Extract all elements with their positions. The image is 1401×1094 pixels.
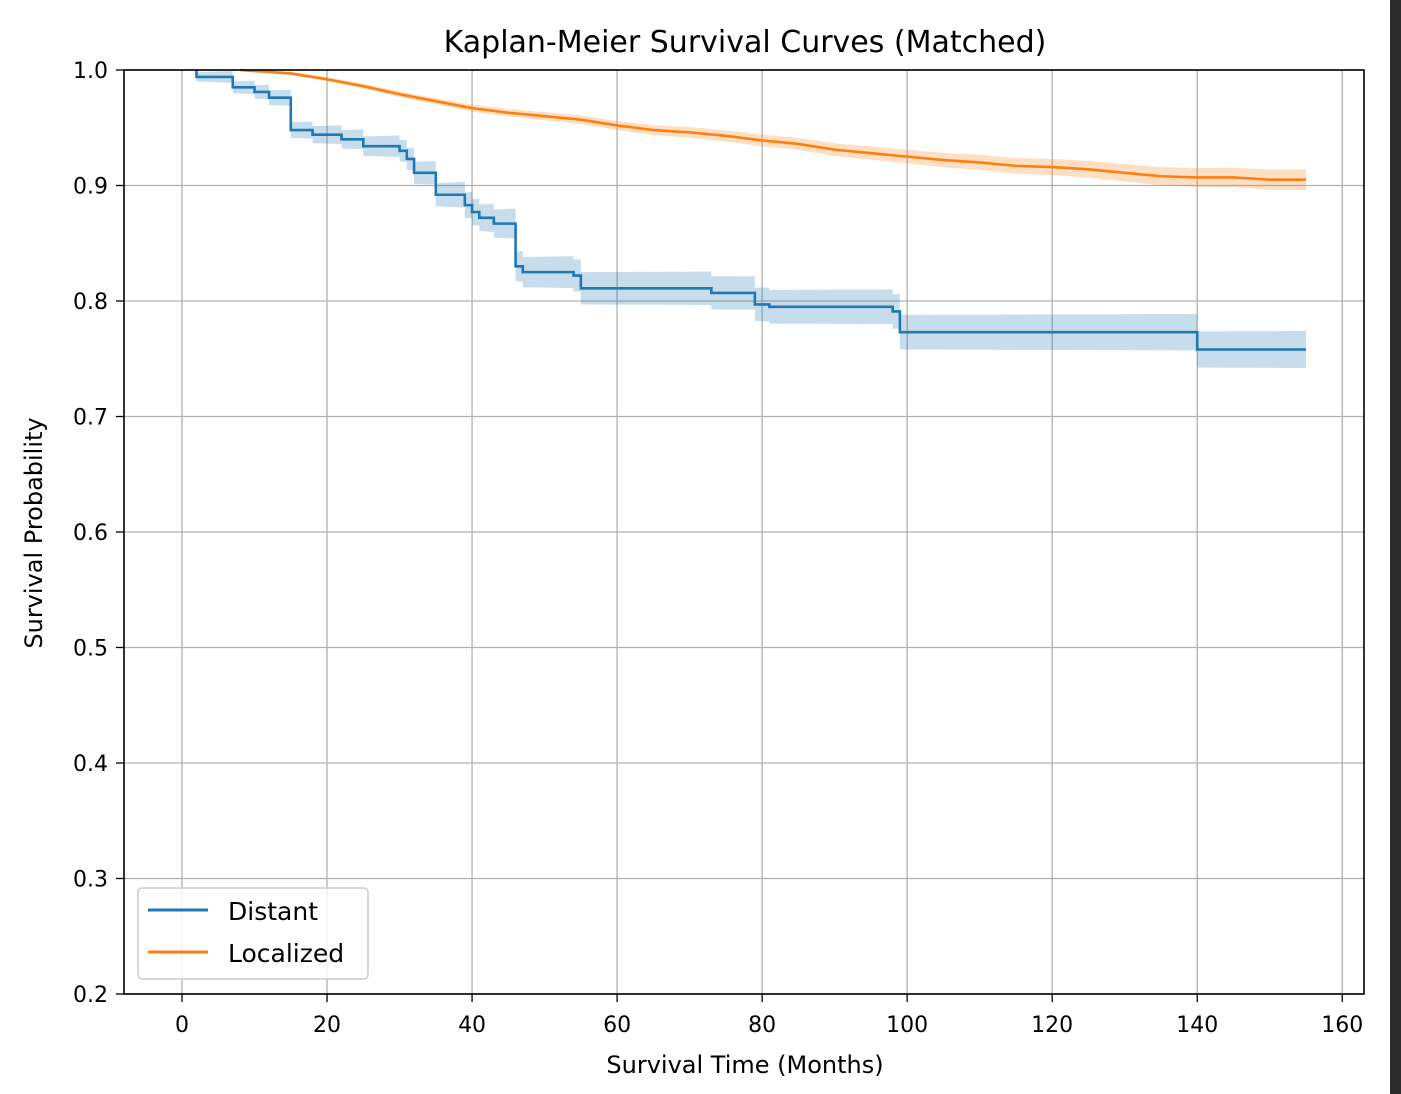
x-tick-label: 100 (886, 1013, 928, 1038)
y-tick-label: 0.5 (73, 637, 108, 662)
survival-line-localized (239, 68, 1306, 182)
y-tick-label: 0.6 (73, 521, 108, 546)
y-tick-label: 0.2 (73, 983, 108, 1008)
y-tick-label: 0.7 (73, 406, 108, 431)
x-tick-label: 120 (1031, 1013, 1073, 1038)
x-tick-label: 160 (1321, 1013, 1363, 1038)
confidence-band-localized (240, 70, 1306, 191)
x-tick-label: 80 (748, 1013, 776, 1038)
x-tick-label: 0 (175, 1013, 189, 1038)
y-tick-label: 0.3 (73, 868, 108, 893)
grid-lines (124, 69, 1364, 995)
y-tick-label: 0.9 (73, 175, 108, 200)
legend-label-localized: Localized (228, 939, 344, 968)
x-axis-ticks: 0 20 40 60 80 100 120 140 160 (175, 994, 1363, 1038)
confidence-band-distant (196, 70, 1306, 368)
legend: Distant Localized (137, 887, 369, 980)
y-tick-label: 0.8 (73, 290, 108, 315)
confidence-bands (196, 70, 1306, 368)
x-axis-label: Survival Time (Months) (606, 1051, 883, 1079)
chart-title: Kaplan-Meier Survival Curves (Matched) (444, 25, 1047, 60)
x-tick-label: 60 (603, 1013, 631, 1038)
y-tick-label: 0.4 (73, 752, 108, 777)
x-tick-label: 20 (313, 1013, 341, 1038)
y-axis-label: Survival Probability (20, 417, 48, 648)
y-tick-label: 1.0 (73, 59, 108, 84)
y-axis-ticks: 0.2 0.3 0.4 0.5 0.6 0.7 0.8 0.9 1.0 (73, 59, 124, 1008)
legend-label-distant: Distant (228, 897, 318, 926)
survival-line-distant (195, 70, 1306, 351)
x-tick-label: 140 (1176, 1013, 1218, 1038)
x-tick-label: 40 (458, 1013, 486, 1038)
survival-lines (195, 68, 1306, 351)
